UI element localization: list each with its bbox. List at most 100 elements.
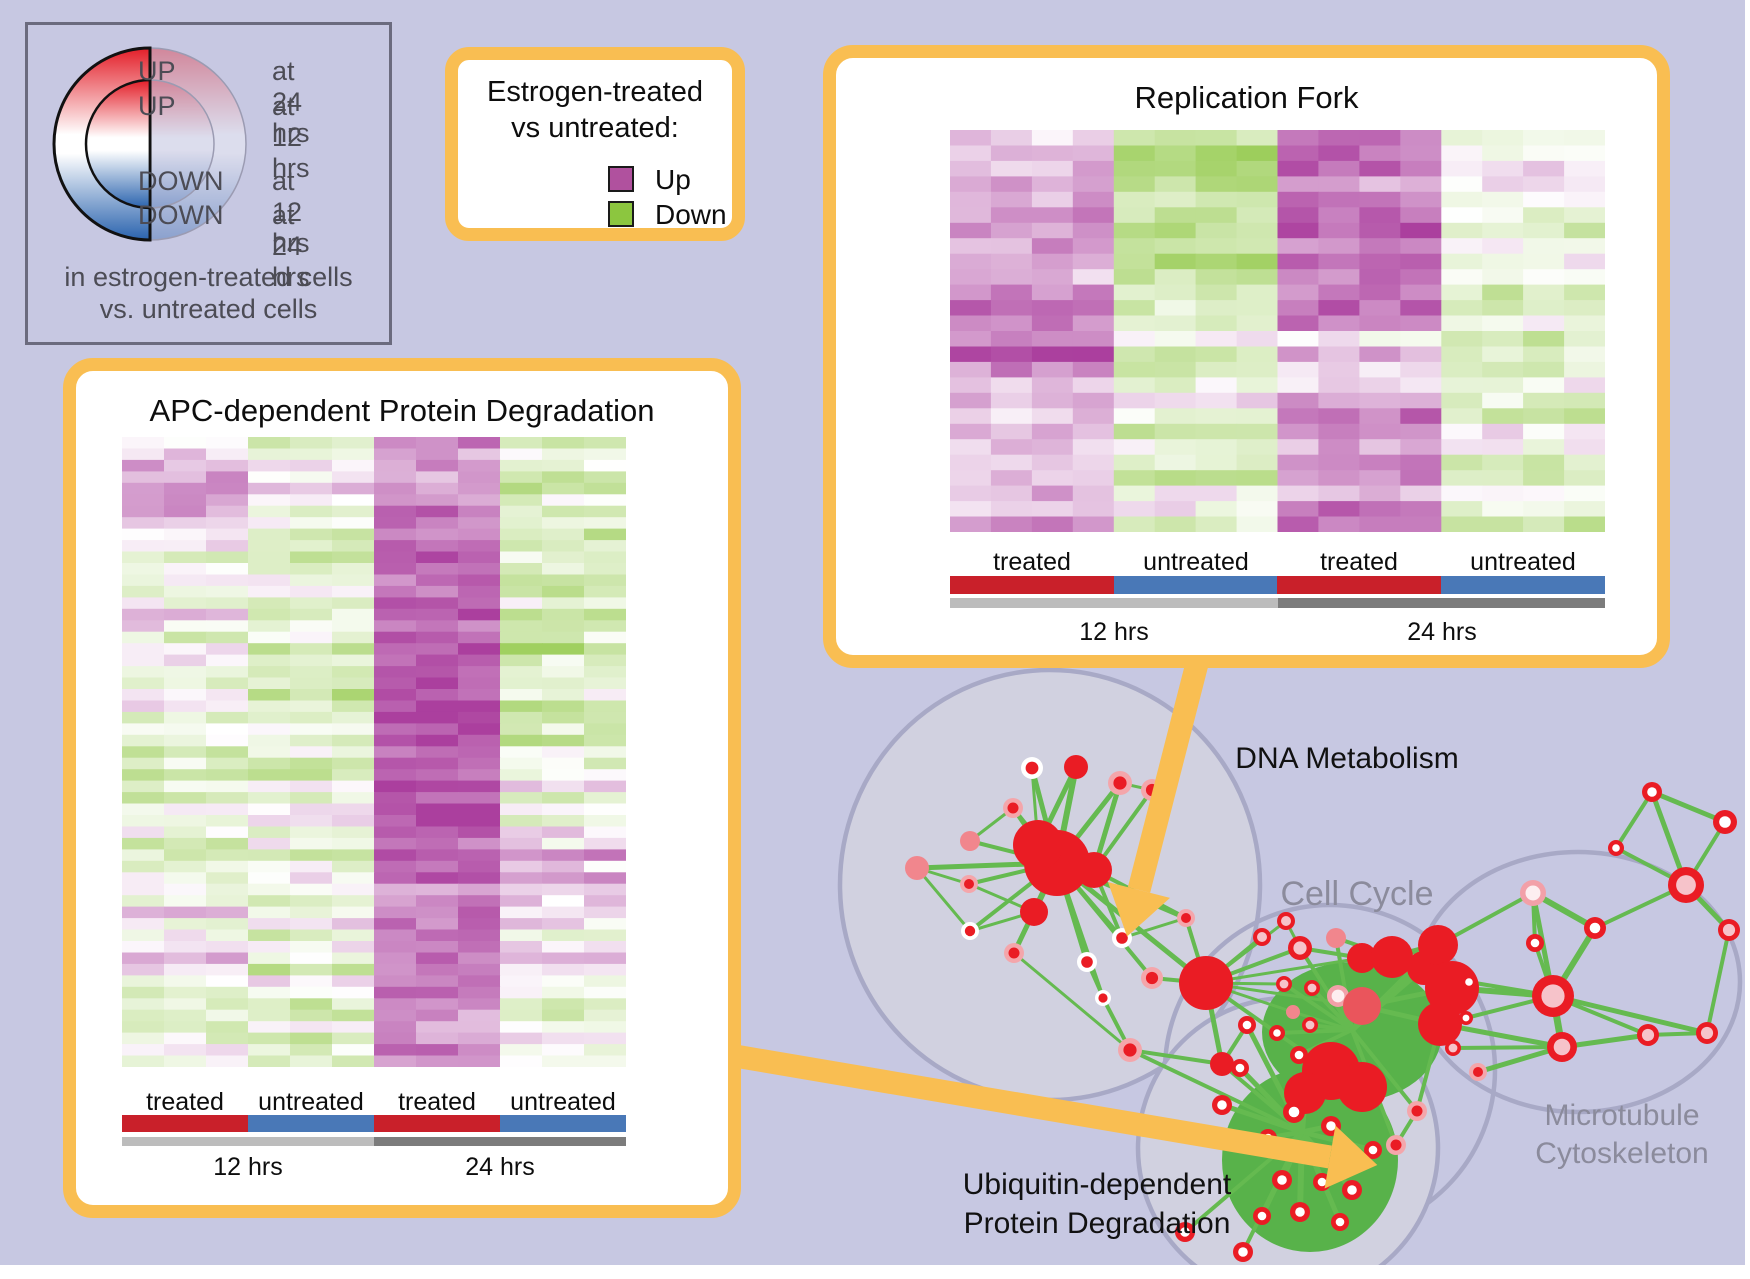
- network-node-core: [1116, 932, 1128, 944]
- cluster-label: DNA Metabolism: [1235, 741, 1459, 775]
- network-node-core: [1235, 1063, 1245, 1073]
- network-node-core: [1368, 1145, 1378, 1155]
- cluster-label: Protein Degradation: [963, 1206, 1231, 1240]
- network-node: [960, 831, 980, 851]
- time-24hrs-label: 24 hrs: [1407, 618, 1477, 646]
- network-node: [1210, 1052, 1234, 1076]
- network-node-core: [1465, 978, 1473, 986]
- updown-legend: UP at 24 hrs UP at 12 hrs DOWN at 12 hrs…: [25, 22, 392, 345]
- network-node-core: [1273, 1029, 1281, 1037]
- group-label: treated: [1320, 548, 1398, 576]
- cluster-label: Cell Cycle: [1280, 875, 1434, 914]
- network-node-core: [1411, 1105, 1423, 1117]
- network-nodes: [905, 755, 1740, 1262]
- right-margin: [1745, 0, 1750, 1279]
- network-node-core: [1008, 947, 1020, 959]
- network-node-core: [1719, 816, 1731, 828]
- network-node-core: [1181, 913, 1191, 923]
- group-label: treated: [398, 1088, 476, 1116]
- callout-arrow-head: [1324, 1125, 1378, 1189]
- network-node: [1020, 898, 1048, 926]
- network-node: [1326, 928, 1346, 948]
- updown-footer-line2: vs. untreated cells: [99, 294, 318, 324]
- group-label: untreated: [258, 1088, 364, 1116]
- estrogen-legend-title-line1: Estrogen-treated: [486, 76, 703, 108]
- network-node: [1337, 1062, 1387, 1112]
- 12hrs-bar: [122, 1137, 374, 1146]
- network-node-core: [1722, 923, 1736, 937]
- network-node: [1347, 943, 1377, 973]
- network-node-core: [1242, 1020, 1252, 1030]
- network-node: [905, 856, 929, 880]
- network-node: [1418, 925, 1458, 965]
- network-node-core: [964, 925, 976, 937]
- network-node-core: [1295, 1207, 1305, 1217]
- cluster-label: Cytoskeleton: [1535, 1136, 1709, 1170]
- down-label: Down: [655, 199, 727, 230]
- network-node-core: [1647, 787, 1657, 797]
- network-node-core: [1098, 993, 1108, 1003]
- group-label: treated: [993, 548, 1071, 576]
- network-node: [1076, 852, 1112, 888]
- inner-left-semicircle: [84, 78, 152, 210]
- updown-footer-line1: in estrogen-treated cells: [64, 262, 353, 292]
- network-node-core: [1612, 844, 1620, 852]
- network-node-core: [1530, 938, 1540, 948]
- network-node-core: [1525, 885, 1541, 901]
- 24hrs-bar: [1278, 598, 1605, 608]
- network-node-core: [1293, 941, 1307, 955]
- network-node-core: [1145, 971, 1159, 985]
- group-label: untreated: [1143, 548, 1249, 576]
- network-node-core: [1473, 1067, 1483, 1077]
- cluster-label: Ubiquitin-dependent: [962, 1167, 1232, 1201]
- network-node-core: [1317, 1177, 1327, 1187]
- network-node-core: [1347, 1185, 1357, 1195]
- network-node-core: [1123, 1043, 1137, 1057]
- replication-fork-title: Replication Fork: [1134, 80, 1359, 115]
- treated-bar: [122, 1115, 248, 1132]
- time-label: at 24 hrs: [272, 200, 310, 292]
- untreated-bar: [1441, 576, 1605, 594]
- network-node-core: [1025, 761, 1039, 775]
- down-color-swatch: [608, 201, 634, 227]
- untreated-bar: [500, 1115, 626, 1132]
- network-node-core: [1448, 1043, 1458, 1053]
- network-node-core: [1238, 1247, 1248, 1257]
- network-node-core: [1676, 875, 1696, 895]
- cluster-label: Microtubule: [1544, 1098, 1700, 1132]
- network-node-core: [1462, 1014, 1470, 1022]
- network-node: [1286, 1005, 1300, 1019]
- direction-label: DOWN: [138, 166, 224, 196]
- direction-label: UP: [138, 56, 176, 86]
- network-node-core: [1257, 932, 1267, 942]
- treated-bar: [950, 576, 1114, 594]
- updown-circles-diagram: [52, 46, 247, 242]
- time-12hrs-label: 12 hrs: [1079, 618, 1149, 646]
- time-label: at 12 hrs: [272, 91, 310, 183]
- network-node-core: [1307, 983, 1317, 993]
- network-node: [1418, 1002, 1462, 1046]
- direction-label: UP: [138, 91, 176, 121]
- time-label: at 24 hrs: [272, 56, 310, 148]
- network-node-core: [1305, 1020, 1315, 1030]
- network-node-core: [1390, 1139, 1402, 1151]
- network-node-core: [1335, 1217, 1345, 1227]
- network-node-core: [1589, 922, 1601, 934]
- time-label: at 12 hrs: [272, 166, 310, 258]
- network-node: [1013, 820, 1063, 870]
- 24hrs-bar: [374, 1137, 626, 1146]
- network-node-core: [1281, 916, 1291, 926]
- estrogen-legend: Estrogen-treated vs untreated: Up Down: [445, 47, 745, 241]
- network-node-core: [1553, 1038, 1571, 1056]
- network-node-core: [1257, 1211, 1267, 1221]
- network-node-core: [1007, 802, 1019, 814]
- callout-arrow-head: [1108, 882, 1170, 937]
- untreated-bar: [248, 1115, 374, 1132]
- group-label: treated: [146, 1088, 224, 1116]
- replication-fork-panel: Replication Fork treated untreated treat…: [823, 45, 1670, 668]
- network-node: [1064, 755, 1088, 779]
- network-node: [1425, 961, 1479, 1015]
- network-node-core: [1700, 1026, 1714, 1040]
